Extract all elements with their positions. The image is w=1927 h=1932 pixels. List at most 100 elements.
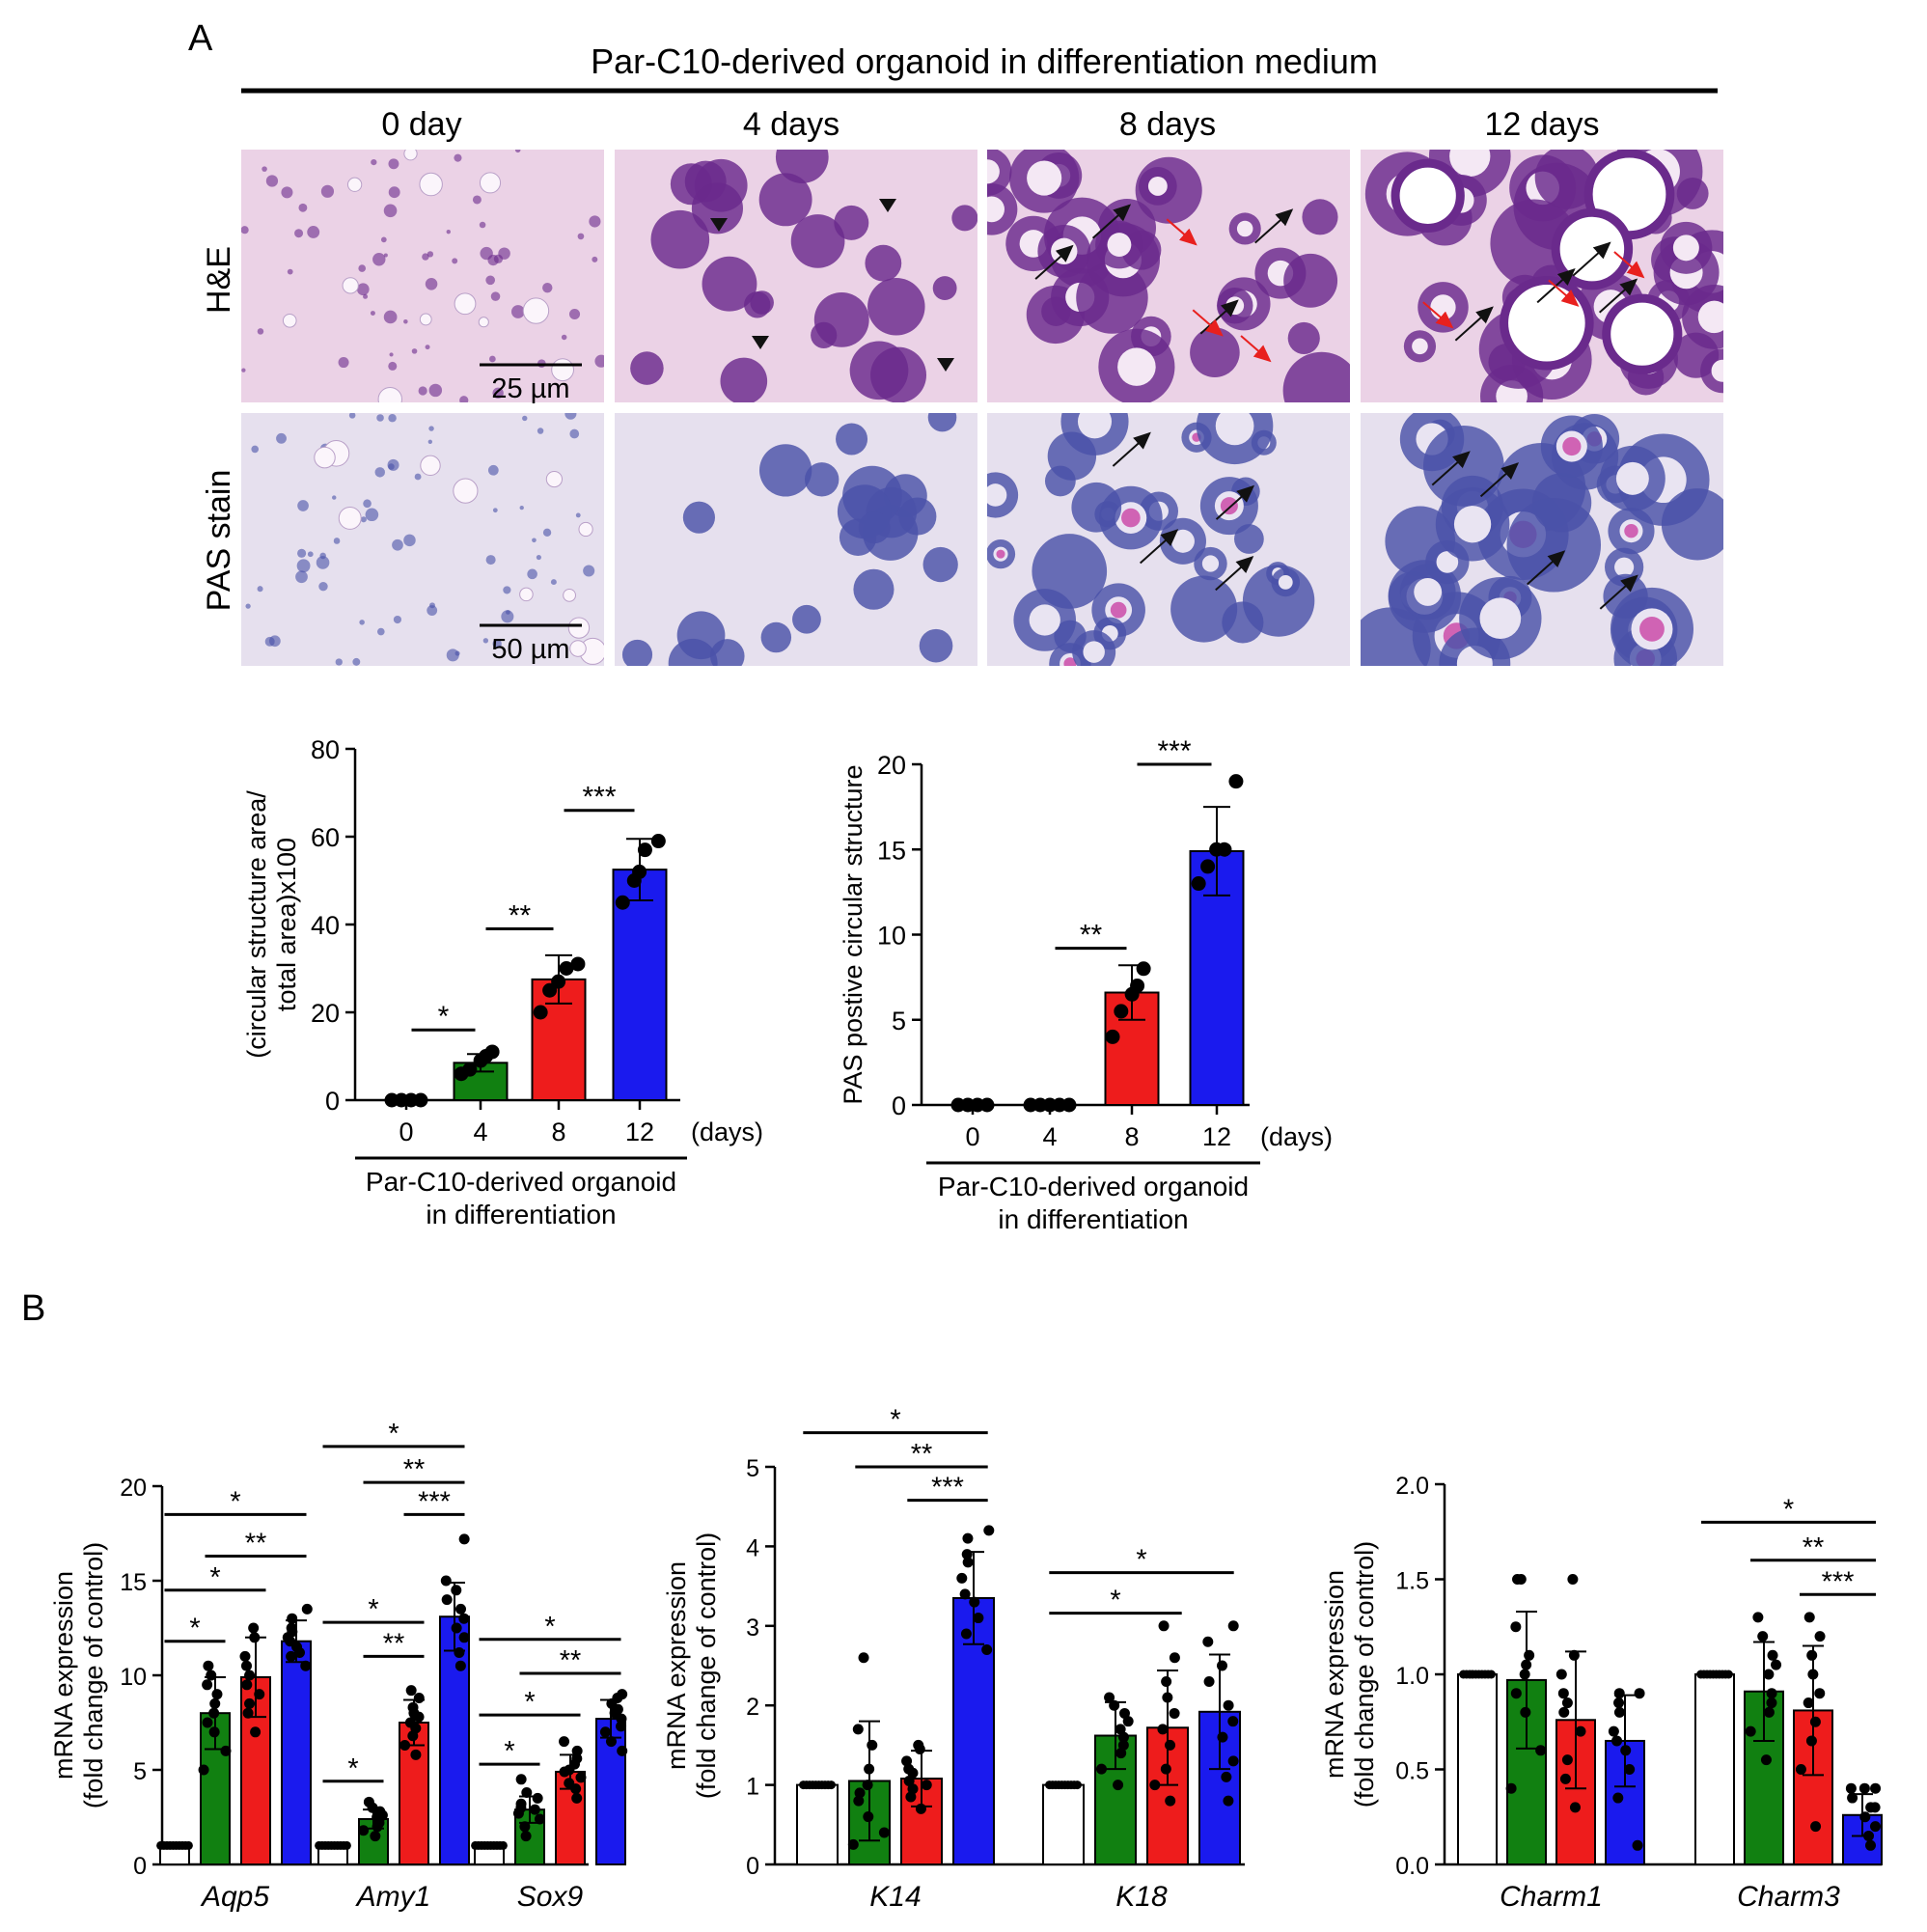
significance-label: * — [230, 1486, 240, 1517]
x-tick-label: 12 — [1202, 1122, 1231, 1151]
cell-cluster — [454, 153, 462, 162]
y-tick-label: 10 — [877, 922, 906, 951]
data-point — [559, 1736, 570, 1748]
data-point — [981, 1644, 993, 1656]
data-point — [1763, 1669, 1775, 1680]
organoid — [1287, 321, 1320, 355]
data-point — [248, 1622, 260, 1634]
data-point — [637, 842, 652, 858]
panel-a-letter: A — [188, 18, 213, 59]
chart-mrna-k14-k18: 0 1 2 3 4 5 mRNA expression (fold change of con… — [662, 1405, 1245, 1913]
data-point — [1766, 1688, 1777, 1699]
data-point — [1766, 1697, 1777, 1709]
cell-cluster — [297, 548, 307, 558]
gene-label: Aqp5 — [200, 1881, 269, 1913]
y-tick-label: 4 — [746, 1534, 759, 1561]
red-arrow — [1548, 279, 1580, 307]
data-point — [956, 1572, 968, 1584]
cell-cluster — [388, 463, 395, 470]
data-point — [1567, 1574, 1579, 1585]
y-tick-label: 1 — [746, 1774, 759, 1801]
gene-label: Charm3 — [1737, 1881, 1840, 1913]
cell-cluster — [358, 264, 367, 272]
cell-cluster — [389, 352, 394, 357]
cell-cluster — [287, 268, 293, 275]
x-tick-label: 0 — [965, 1122, 979, 1151]
pas-positive-lumen — [1110, 601, 1127, 619]
red-arrow — [1240, 335, 1272, 363]
cell-cluster — [459, 396, 469, 402]
data-point — [1767, 1649, 1778, 1661]
x-unit-label: (days) — [1260, 1122, 1333, 1151]
y-axis-label: (circular structure area/ — [242, 790, 271, 1059]
cell-cluster — [371, 158, 377, 166]
y-tick-label: 20 — [311, 999, 340, 1028]
data-point — [907, 1783, 919, 1795]
data-point — [520, 1831, 532, 1842]
arrowhead-marker — [710, 218, 728, 232]
cell-cluster — [262, 166, 267, 172]
cell-cluster — [492, 387, 504, 399]
data-point — [1814, 1688, 1826, 1699]
cell-cluster — [490, 291, 501, 301]
cell-cluster — [532, 538, 537, 543]
cell-cluster — [542, 528, 552, 538]
data-point — [903, 1775, 915, 1786]
significance-label: * — [209, 1562, 220, 1593]
cell-cluster — [295, 570, 308, 584]
data-point — [1760, 1754, 1772, 1766]
data-point — [1561, 1754, 1573, 1766]
large-lumen — [1551, 207, 1634, 290]
data-point — [241, 1679, 253, 1691]
cell-cluster — [245, 603, 251, 609]
pas-positive-lumen — [1639, 616, 1665, 642]
micrograph-r1-c3 — [1361, 413, 1723, 666]
organoid — [1234, 524, 1264, 554]
cell-cluster — [318, 581, 328, 592]
data-point — [979, 1097, 995, 1113]
vacuole — [563, 588, 576, 602]
cell-cluster — [422, 253, 429, 261]
data-point — [1613, 1688, 1625, 1699]
data-point — [559, 961, 574, 976]
scale-bar-label: 25 µm — [491, 373, 569, 404]
data-point — [183, 1840, 193, 1850]
data-point — [1557, 1688, 1569, 1699]
data-point — [1632, 1839, 1643, 1851]
y-axis-label: mRNA expression — [49, 1571, 78, 1780]
significance-label: *** — [418, 1486, 451, 1517]
organoid-lumen — [1225, 296, 1245, 316]
column-label-2: 8 days — [1119, 106, 1216, 143]
column-label-0: 0 day — [381, 106, 461, 143]
cell-cluster — [503, 586, 511, 594]
data-point — [1122, 1716, 1134, 1727]
cell-cluster — [583, 565, 595, 577]
cell-cluster — [403, 534, 416, 547]
organoid-lumen — [1412, 338, 1428, 355]
y-tick-label: 0 — [892, 1091, 906, 1120]
organoid — [1506, 497, 1602, 593]
data-point — [1869, 1821, 1881, 1833]
organoid — [650, 209, 710, 269]
data-point — [632, 864, 647, 879]
organoid — [1534, 150, 1599, 209]
gene-label: Sox9 — [517, 1881, 584, 1913]
data-point — [1863, 1830, 1875, 1841]
data-point — [905, 1791, 917, 1803]
organoid — [1190, 327, 1240, 378]
cell-cluster — [363, 293, 369, 299]
data-point — [484, 1044, 500, 1060]
organoid-lumen — [987, 483, 1007, 507]
micrograph-r1-c1 — [615, 413, 977, 666]
black-arrow — [1431, 451, 1471, 486]
organoid — [932, 276, 957, 300]
large-lumen — [1602, 293, 1683, 374]
column-label-3: 12 days — [1484, 106, 1599, 143]
micrograph-r1-c2 — [987, 413, 1350, 666]
cell-cluster — [388, 186, 400, 199]
x-unit-label: (days) — [691, 1118, 763, 1146]
chart-pas-positive-count: 0 5 10 15 20 PAS postive circular structure 0 4… — [839, 735, 1333, 1234]
organoid — [621, 639, 653, 666]
scale-bar-label: 50 µm — [491, 634, 569, 665]
significance-label: ** — [1803, 1532, 1825, 1563]
